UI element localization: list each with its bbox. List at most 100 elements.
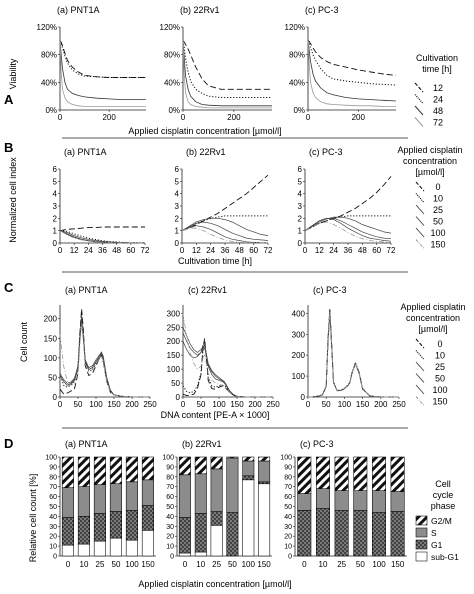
panel-d-pc3: (c) PC-3 0 10 20 30 40 50 60 70 80 90 100 0 10 25 50 100…: [280, 439, 407, 569]
legend-title-d-3: phase: [431, 501, 456, 511]
x-tick-label: 48: [358, 246, 367, 255]
xlabel-c: DNA content [PE-A × 1000]: [161, 410, 270, 420]
y-tick-label: 40: [284, 514, 292, 521]
series-line-0: [181, 174, 269, 232]
y-tick-label: 20: [284, 534, 292, 541]
y-tick-label: 5: [298, 177, 303, 186]
legend-swatch-150: [415, 396, 425, 406]
x-tick-label: 150: [107, 400, 121, 409]
bar-segment-g2-m: [297, 456, 312, 494]
x-tick-label: 24: [206, 246, 215, 255]
legend-label-100: 100: [430, 228, 445, 238]
y-tick-label: 90: [166, 464, 174, 471]
x-tick-label: 150: [356, 400, 370, 409]
y-tick-label: 100: [167, 365, 181, 374]
y-tick-label: 30: [166, 524, 174, 531]
ylabel-d: Relative cell count [%]: [28, 474, 38, 563]
panel-letter-b: B: [4, 140, 13, 155]
y-tick-label: 5: [53, 177, 58, 186]
series-line-150: [181, 227, 268, 244]
series-line-0: [59, 308, 150, 398]
legend-label-25: 25: [433, 205, 443, 215]
panel-d-pnt1a: (a) PNT1A 0 10 20 30 40 50 60 70 80 90 100 0 10 25 50 10…: [45, 439, 156, 569]
legend-swatch-g2-m: [415, 515, 428, 526]
bar-segment-g2-m: [353, 456, 368, 492]
bar-segment-sub-g1: [93, 540, 106, 557]
x-tick-label: 150: [391, 560, 405, 569]
series-line-10: [59, 312, 150, 398]
bar-segment-s: [371, 490, 386, 513]
legend-label-150: 150: [430, 240, 445, 250]
x-tick-label: 25: [96, 560, 105, 569]
legend-swatch-25: [415, 204, 425, 215]
legend-label: G1: [431, 540, 443, 550]
y-tick-label: 6: [53, 165, 58, 174]
legend-title-a-1: Cultivation: [416, 53, 458, 63]
bar-segment-g1: [109, 511, 122, 539]
x-tick-label: 0: [303, 246, 308, 255]
y-tick-label: 0: [175, 239, 180, 248]
legend-swatch-72: [414, 117, 424, 127]
ylabel-a: Viability: [8, 58, 18, 89]
y-tick-label: 70: [284, 484, 292, 491]
bar-segment-sub-g1: [258, 483, 271, 557]
y-tick-label: 20: [166, 534, 174, 541]
bar-segment-g1: [141, 505, 154, 531]
y-tick-label: 0: [53, 393, 58, 402]
x-tick-label: 50: [228, 560, 237, 569]
legend-label-100: 100: [432, 385, 447, 395]
y-tick-label: 50: [48, 373, 57, 382]
panel-a: A Viability Applied cisplatin concentrat…: [4, 5, 458, 136]
series-line-0: [308, 309, 399, 398]
series-line-150: [59, 230, 145, 244]
x-tick-label: 12: [192, 246, 201, 255]
x-tick-label: 0: [306, 400, 311, 409]
series-line-150: [308, 313, 399, 398]
y-tick-label: 30: [49, 524, 57, 531]
legend-label: S: [431, 528, 437, 538]
y-tick-label: 100: [162, 455, 174, 462]
panel-b: B Normalized cell index Cultivation time…: [4, 140, 463, 266]
bar-segment-s: [93, 484, 106, 514]
y-tick-label: 10: [49, 544, 57, 551]
x-tick-label: 250: [143, 400, 157, 409]
y-tick-label: 40%: [41, 78, 57, 87]
panel-c: C Cell count DNA content [PE-A × 1000] A…: [4, 280, 466, 420]
subplot-title: (a) PNT1A: [64, 147, 107, 157]
legend-label-72: 72: [433, 118, 443, 128]
y-tick-label: 0%: [168, 106, 180, 115]
bar-segment-sub-g1: [109, 537, 122, 557]
subplot-title: (c) PC-3: [309, 147, 343, 157]
panel-a-pc3: (c) PC-3 0% 40% 80% 120% 0 200: [285, 5, 397, 122]
bar-segment-s: [109, 483, 122, 512]
bar-segment-g2-m: [77, 456, 90, 488]
series-line-100: [308, 314, 399, 398]
bar-segment-g1: [178, 517, 191, 554]
series-line-25: [59, 316, 150, 398]
x-tick-label: 10: [196, 560, 205, 569]
series-line-50: [181, 221, 269, 241]
series-line-50: [308, 312, 399, 398]
legend-label-24: 24: [433, 95, 443, 105]
x-tick-label: 24: [329, 246, 338, 255]
subplot-title: (c) PC-3: [305, 5, 339, 15]
x-tick-label: 50: [356, 560, 365, 569]
y-tick-label: 10: [284, 544, 292, 551]
panel-a-pnt1a: (a) PNT1A 0% 40% 80% 120% 0 200: [37, 5, 146, 122]
x-tick-label: 50: [74, 400, 83, 409]
subplot-title: (c) PC-3: [313, 285, 347, 295]
bar-segment-s: [125, 481, 138, 511]
panel-c-pnt1a: (a) PNT1A 0 50 100 150 200 0 50 100 150 200 250: [44, 285, 158, 409]
x-tick-label: 24: [84, 246, 93, 255]
y-tick-label: 90: [49, 464, 57, 471]
subplot-title: (b) 22Rv1: [182, 439, 222, 449]
ylabel-c: Cell count: [19, 321, 29, 362]
y-tick-label: 100: [280, 455, 292, 462]
bar-segment-g2-m: [315, 456, 330, 490]
bar-segment-g1: [210, 511, 223, 526]
y-tick-label: 80: [49, 474, 57, 481]
y-tick-label: 40: [166, 514, 174, 521]
legend-label-0: 0: [435, 182, 440, 192]
x-tick-label: 0: [180, 246, 185, 255]
